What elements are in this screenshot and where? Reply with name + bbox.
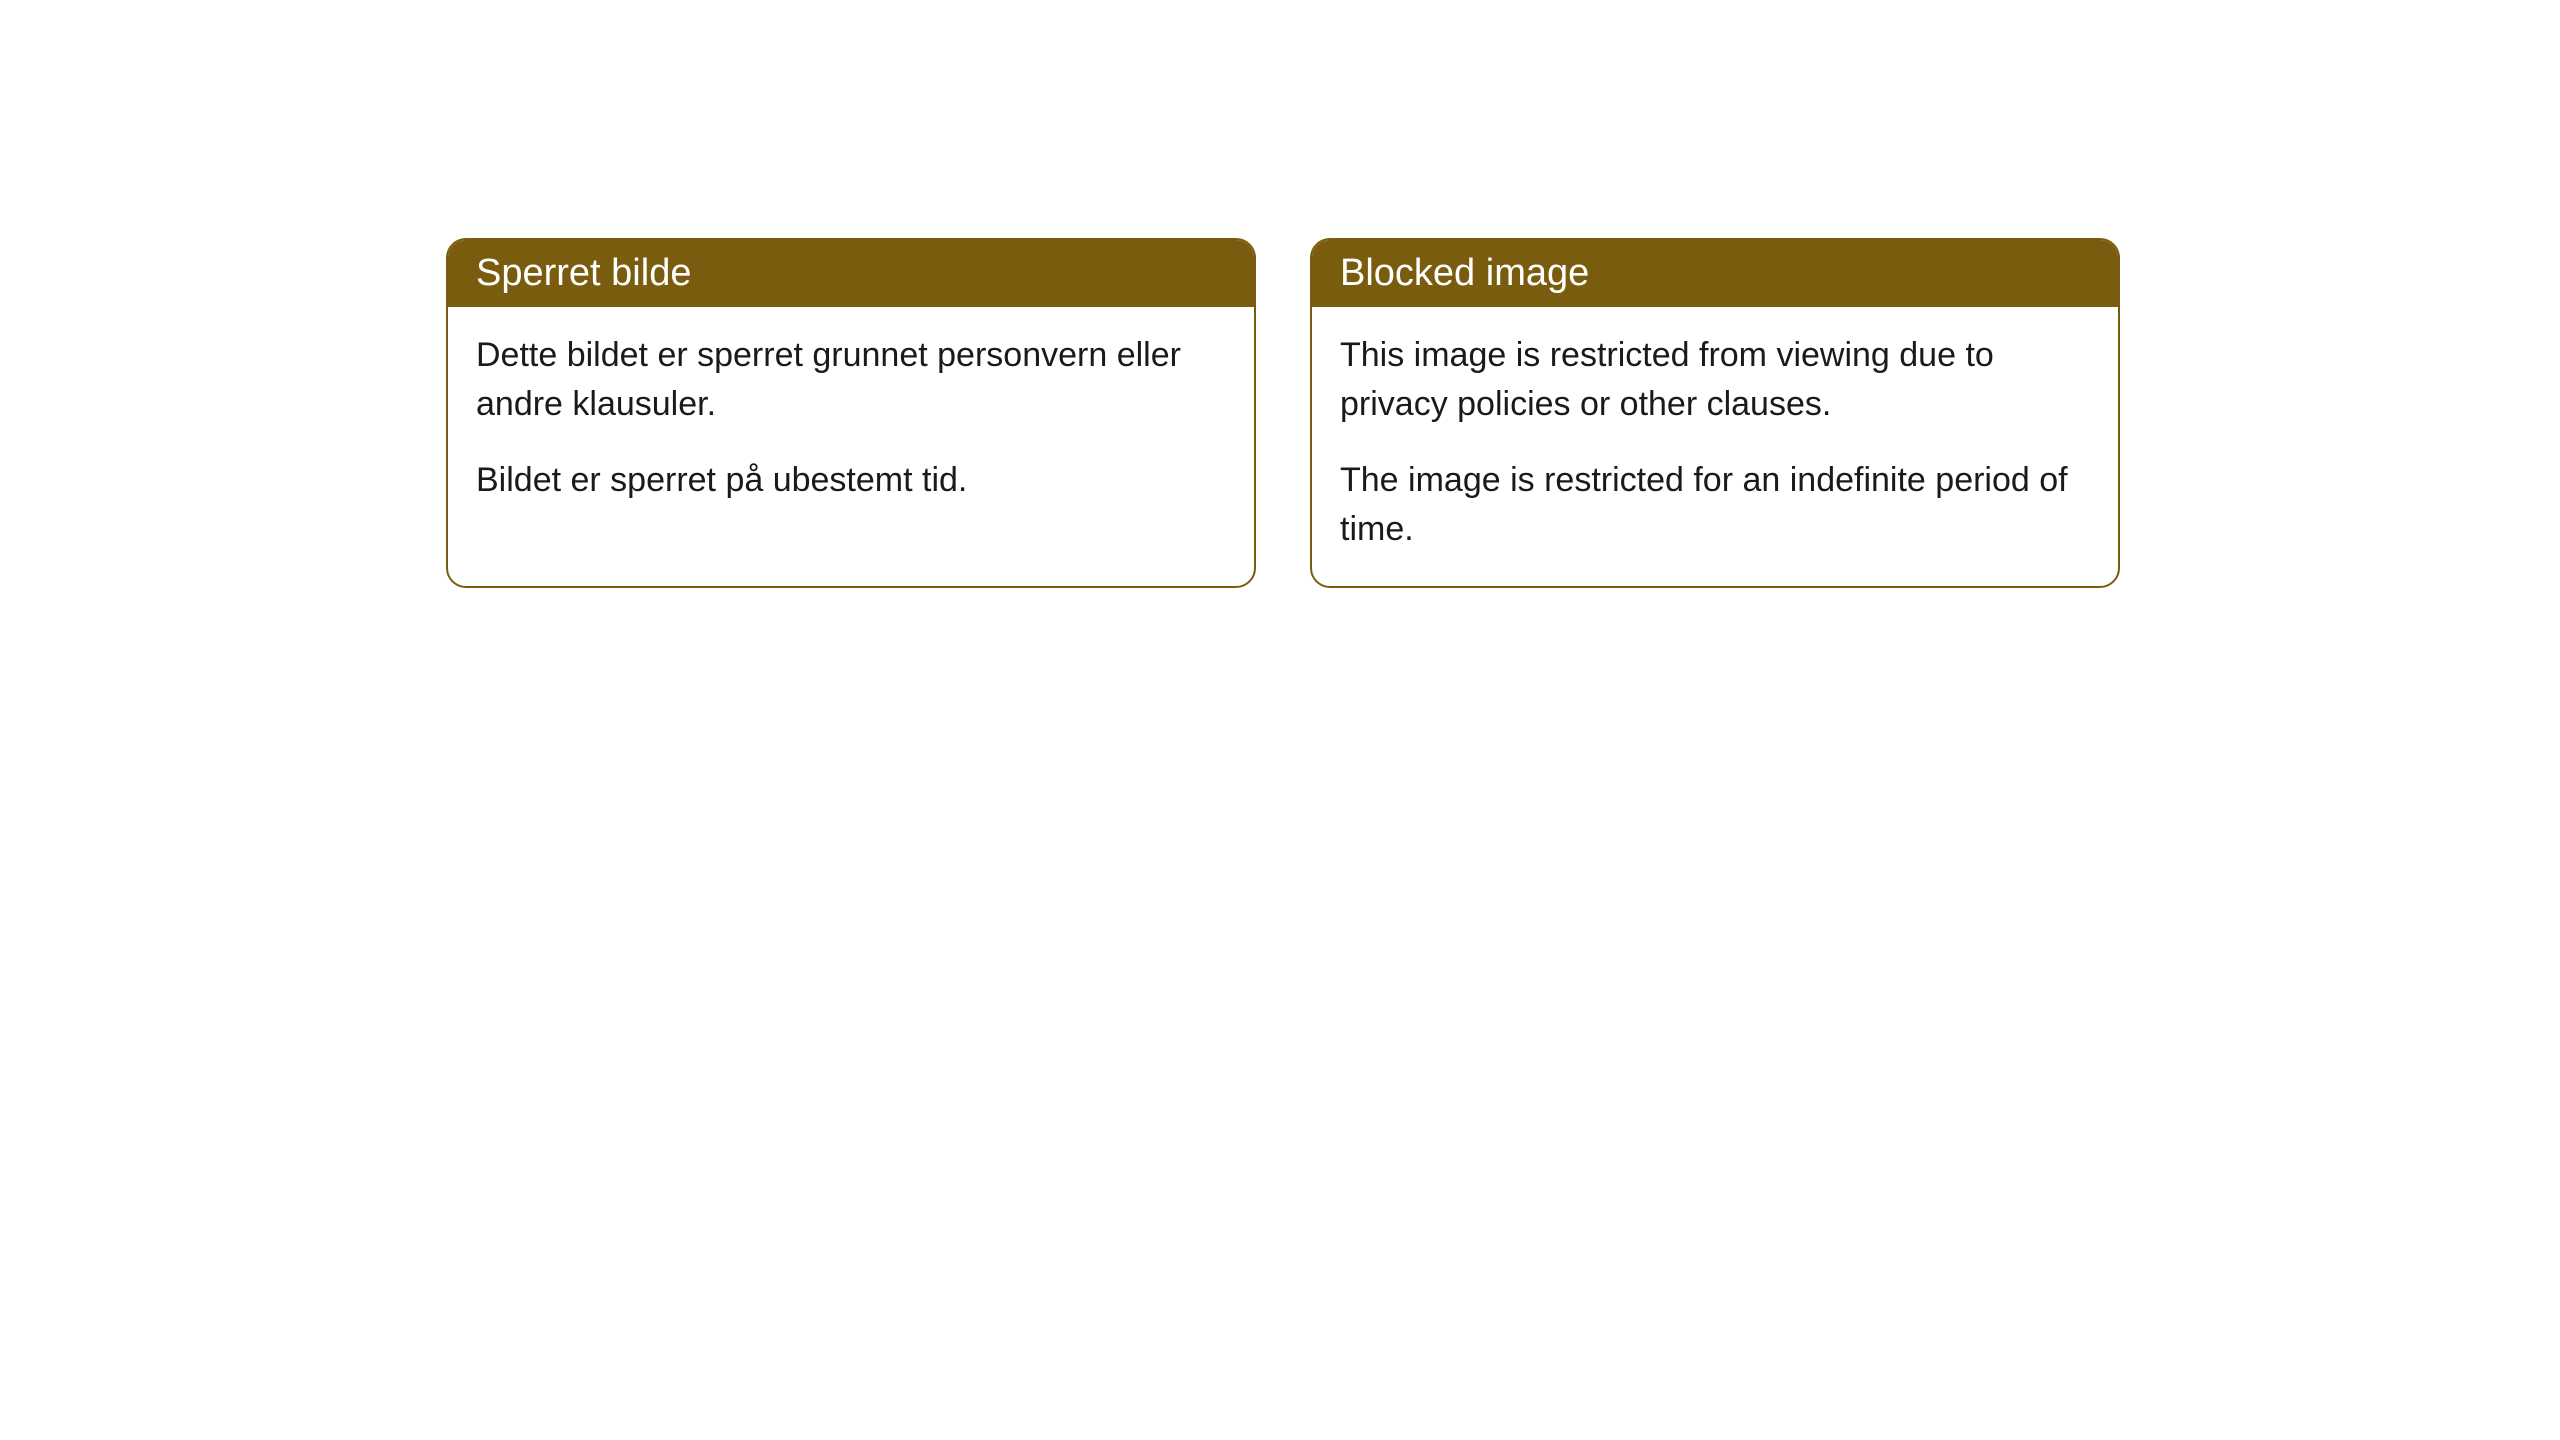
blocked-image-card-en: Blocked image This image is restricted f… <box>1310 238 2120 588</box>
card-body: This image is restricted from viewing du… <box>1312 307 2118 586</box>
card-header: Blocked image <box>1312 240 2118 307</box>
card-paragraph: Dette bildet er sperret grunnet personve… <box>476 331 1226 430</box>
card-title: Sperret bilde <box>476 252 691 294</box>
card-paragraph: Bildet er sperret på ubestemt tid. <box>476 456 1226 505</box>
card-title: Blocked image <box>1340 252 1589 294</box>
card-paragraph: The image is restricted for an indefinit… <box>1340 456 2090 555</box>
card-body: Dette bildet er sperret grunnet personve… <box>448 307 1254 537</box>
notice-cards-container: Sperret bilde Dette bildet er sperret gr… <box>446 238 2120 588</box>
card-header: Sperret bilde <box>448 240 1254 307</box>
blocked-image-card-no: Sperret bilde Dette bildet er sperret gr… <box>446 238 1256 588</box>
card-paragraph: This image is restricted from viewing du… <box>1340 331 2090 430</box>
